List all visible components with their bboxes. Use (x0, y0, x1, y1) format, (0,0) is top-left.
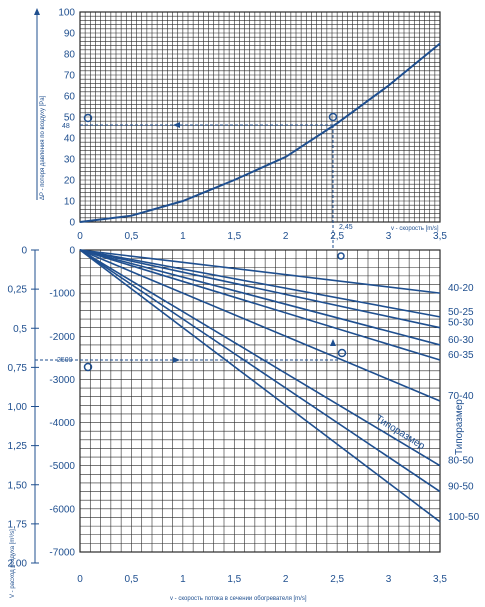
velocity-x-tick-label: 2,5 (330, 231, 344, 242)
flow-left-scale: 0 0,25 0,5 0,75 1,00 1,25 1,50 1,75 2,00 (8, 246, 39, 570)
pressure-axis-title: ΔP - потеря давления по воздуху [Pa] (40, 95, 46, 200)
flow-x-tick-label: 1,5 (227, 574, 241, 585)
size-line-90-50 (79, 249, 441, 493)
flow-y-tick-label: -6000 (49, 504, 75, 515)
size-line-60-30 (79, 249, 441, 346)
velocity-x-tick-label: 3 (386, 231, 392, 242)
flow-x-tick-label: 3 (386, 574, 392, 585)
velocity-axis-title: v - скорость [m/s] (391, 226, 439, 232)
flow-left-scale-label: 0,75 (8, 363, 28, 374)
flow-y-tick-label: -3000 (49, 375, 75, 386)
size-line-100-50 (79, 249, 441, 523)
size-label-40-20: 40-20 (448, 283, 474, 294)
flow-y-tick-label: 0 (69, 246, 75, 257)
pressure-reading-label: 48 (62, 123, 70, 130)
velocity-x-tick-label: 0,5 (124, 231, 138, 242)
flow-left-scale-label: 1,25 (8, 441, 28, 452)
pressure-curve (79, 42, 441, 223)
pressure-y-tick-label: 70 (64, 71, 76, 82)
size-caption-vertical: Типоразмер (454, 399, 465, 455)
size-label-100-50: 100-50 (448, 512, 480, 523)
size-line-80-50 (79, 249, 441, 467)
flow-reading-label: 2500 (57, 357, 73, 364)
marker-circle-top-left (83, 113, 93, 123)
flow-x-tick-label: 2 (283, 574, 289, 585)
velocity-x-tick-label: 2 (283, 231, 289, 242)
size-label-90-50: 90-50 (448, 482, 474, 493)
pressure-y-tick-label: 100 (58, 8, 75, 19)
flow-left-scale-label: 0,5 (13, 324, 27, 335)
pressure-y-tick-label: 40 (64, 134, 76, 145)
flow-x-tick-label: 3,5 (433, 574, 447, 585)
pressure-y-axis-arrowhead (34, 8, 40, 15)
pressure-chart-grid (79, 11, 441, 223)
size-line-50-25 (79, 249, 441, 318)
size-label-60-30: 60-30 (448, 335, 474, 346)
flow-axis-title: V - расход воздуха [m³/s] (10, 529, 16, 598)
flow-x-tick-label: 2,5 (330, 574, 344, 585)
marker-circle-bottom-left (83, 362, 93, 372)
guide-arrow-left-icon (173, 122, 180, 128)
flow-left-scale-label: 1,00 (8, 402, 28, 413)
flow-left-scale-label: 1,75 (8, 519, 28, 530)
flow-y-tick-label: -4000 (49, 418, 75, 429)
flow-x-tick-label: 1 (180, 574, 186, 585)
pressure-y-tick-label: 80 (64, 50, 76, 61)
pressure-y-tick-label: 20 (64, 176, 76, 187)
flow-x-tick-label: 0,5 (124, 574, 138, 585)
size-label-50-30: 50-30 (448, 318, 474, 329)
size-line-60-35 (79, 249, 441, 361)
flow-y-tick-label: -1000 (49, 289, 75, 300)
marker-circle-bottom-top (337, 252, 345, 260)
size-line-70-40 (79, 249, 441, 402)
size-label-70-40: 70-40 (448, 391, 474, 402)
size-line-50-30 (79, 249, 441, 329)
marker-circle-top-right (328, 112, 338, 122)
flow-velocity-axis-title: v - скорость потока в сечении обогревате… (170, 596, 307, 602)
flow-y-tick-label: -5000 (49, 461, 75, 472)
flow-y-tick-label: -7000 (49, 548, 75, 559)
pressure-y-tick-label: 50 (64, 113, 76, 124)
pressure-chart-ticks: 0 10 20 30 40 50 60 70 80 90 100 0 0,5 1 1,5 2 2,5 3 3,5 (58, 8, 447, 243)
velocity-x-tick-label: 1,5 (227, 231, 241, 242)
velocity-reading-label: 2,45 (339, 224, 353, 231)
flow-left-scale-label: 2,00 (8, 559, 28, 570)
pressure-y-tick-label: 90 (64, 29, 76, 40)
pressure-y-tick-label: 0 (69, 218, 75, 229)
flow-left-scale-label: 0,25 (8, 285, 28, 296)
velocity-x-tick-label: 0 (77, 231, 83, 242)
velocity-x-tick-label: 1 (180, 231, 186, 242)
size-lines (79, 249, 441, 523)
flow-x-tick-label: 0 (77, 574, 83, 585)
guide-arrow-up-icon (330, 339, 336, 346)
pressure-y-tick-label: 60 (64, 92, 76, 103)
marker-circle-bottom-right (337, 348, 347, 358)
flow-chart-ticks: 0 -1000 -2000 -3000 -4000 -5000 -6000 -7000 0 0,5… (49, 246, 447, 586)
pressure-y-tick-label: 10 (64, 197, 76, 208)
size-line-40-20 (79, 249, 441, 294)
flow-y-tick-label: -2000 (49, 332, 75, 343)
flow-left-scale-label: 1,50 (8, 480, 28, 491)
size-label-50-25: 50-25 (448, 307, 474, 318)
pressure-grid-frame (79, 11, 441, 223)
guide-arrow-right-icon (173, 357, 180, 363)
size-label-60-35: 60-35 (448, 350, 474, 361)
size-label-80-50: 80-50 (448, 456, 474, 467)
velocity-x-tick-label: 3,5 (433, 231, 447, 242)
pressure-y-tick-label: 30 (64, 155, 76, 166)
flow-left-scale-label: 0 (21, 246, 27, 257)
